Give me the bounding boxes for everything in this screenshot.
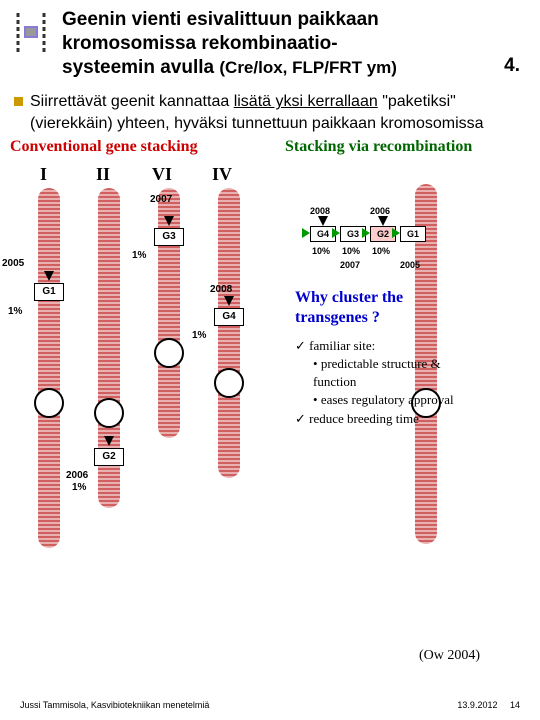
slide-header: Geenin vienti esivalittuun paikkaan krom… xyxy=(0,0,540,83)
conventional-title: Conventional gene stacking xyxy=(10,138,198,156)
page-number: 4. xyxy=(504,55,520,77)
title-sub: (Cre/lox, FLP/FRT ym) xyxy=(219,58,397,77)
bullet-u1: lisätä yksi kerrallaan xyxy=(234,93,378,110)
stack-year-bot-3: 2005 xyxy=(400,260,420,270)
stack-pct-1: 10% xyxy=(342,246,360,256)
footer-slide: 14 xyxy=(510,700,520,710)
why-item-2: eases regulatory approval xyxy=(321,392,454,407)
stack-pct-0: 10% xyxy=(312,246,330,256)
bullet-icon xyxy=(14,97,23,106)
why-cluster-box: Why cluster the transgenes ? ✓ familiar … xyxy=(295,288,470,427)
pct-label-1: 1% xyxy=(72,482,86,493)
footer: Jussi Tammisola, Kasvibiotekniikan menet… xyxy=(20,700,520,710)
roman-1: II xyxy=(96,164,110,185)
year-label-2: 2007 xyxy=(150,194,172,205)
slide-title: Geenin vienti esivalittuun paikkaan krom… xyxy=(62,8,496,79)
gene-box-G1: G1 xyxy=(34,283,64,301)
pct-label-2: 1% xyxy=(132,250,146,261)
diagram: Conventional gene stacking Stacking via … xyxy=(0,138,540,568)
gene-box-G2: G2 xyxy=(94,448,124,466)
footer-left: Jussi Tammisola, Kasvibiotekniikan menet… xyxy=(20,700,209,710)
pct-label-3: 1% xyxy=(192,330,206,341)
reference: (Ow 2004) xyxy=(419,648,480,664)
chromosome-1: G2 xyxy=(98,188,120,508)
gene-box-G3: G3 xyxy=(154,228,184,246)
roman-3: IV xyxy=(212,164,232,185)
roman-0: I xyxy=(40,164,47,185)
why-item-3: reduce breeding time xyxy=(309,411,419,426)
pct-label-0: 1% xyxy=(8,306,22,317)
why-item-0: familiar site: xyxy=(309,338,375,353)
year-label-0: 2005 xyxy=(2,258,24,269)
year-label-3: 2008 xyxy=(210,284,232,295)
chromosome-0: G1 xyxy=(38,188,60,548)
bullet-t1: Siirrettävät geenit kannattaa xyxy=(30,93,234,110)
why-title: Why cluster the transgenes ? xyxy=(295,288,470,326)
stacking-title: Stacking via recombination xyxy=(285,138,472,156)
stack-year-top-0: 2008 xyxy=(310,206,330,216)
why-list: ✓ familiar site: • predictable structure… xyxy=(295,337,470,428)
stack-pct-2: 10% xyxy=(372,246,390,256)
title-line1: Geenin vienti esivalittuun paikkaan xyxy=(62,9,379,30)
footer-date: 13.9.2012 xyxy=(457,700,497,710)
gene-box-G4: G4 xyxy=(214,308,244,326)
stack-gene-G1: G1 xyxy=(400,226,426,242)
logo-icon xyxy=(10,8,52,58)
year-label-1: 2006 xyxy=(66,470,88,481)
chromosome-2: G3 xyxy=(158,188,180,438)
chromosome-3: G4 xyxy=(218,188,240,478)
roman-2: VI xyxy=(152,164,172,185)
stack-year-top-2: 2006 xyxy=(370,206,390,216)
title-line3: systeemin avulla xyxy=(62,57,219,78)
stack-year-bot-1: 2007 xyxy=(340,260,360,270)
bullet-text: Siirrettävät geenit kannattaa lisätä yks… xyxy=(0,83,540,138)
why-item-1: predictable structure & function xyxy=(313,356,441,389)
title-line2: kromosomissa rekombinaatio- xyxy=(62,33,338,54)
